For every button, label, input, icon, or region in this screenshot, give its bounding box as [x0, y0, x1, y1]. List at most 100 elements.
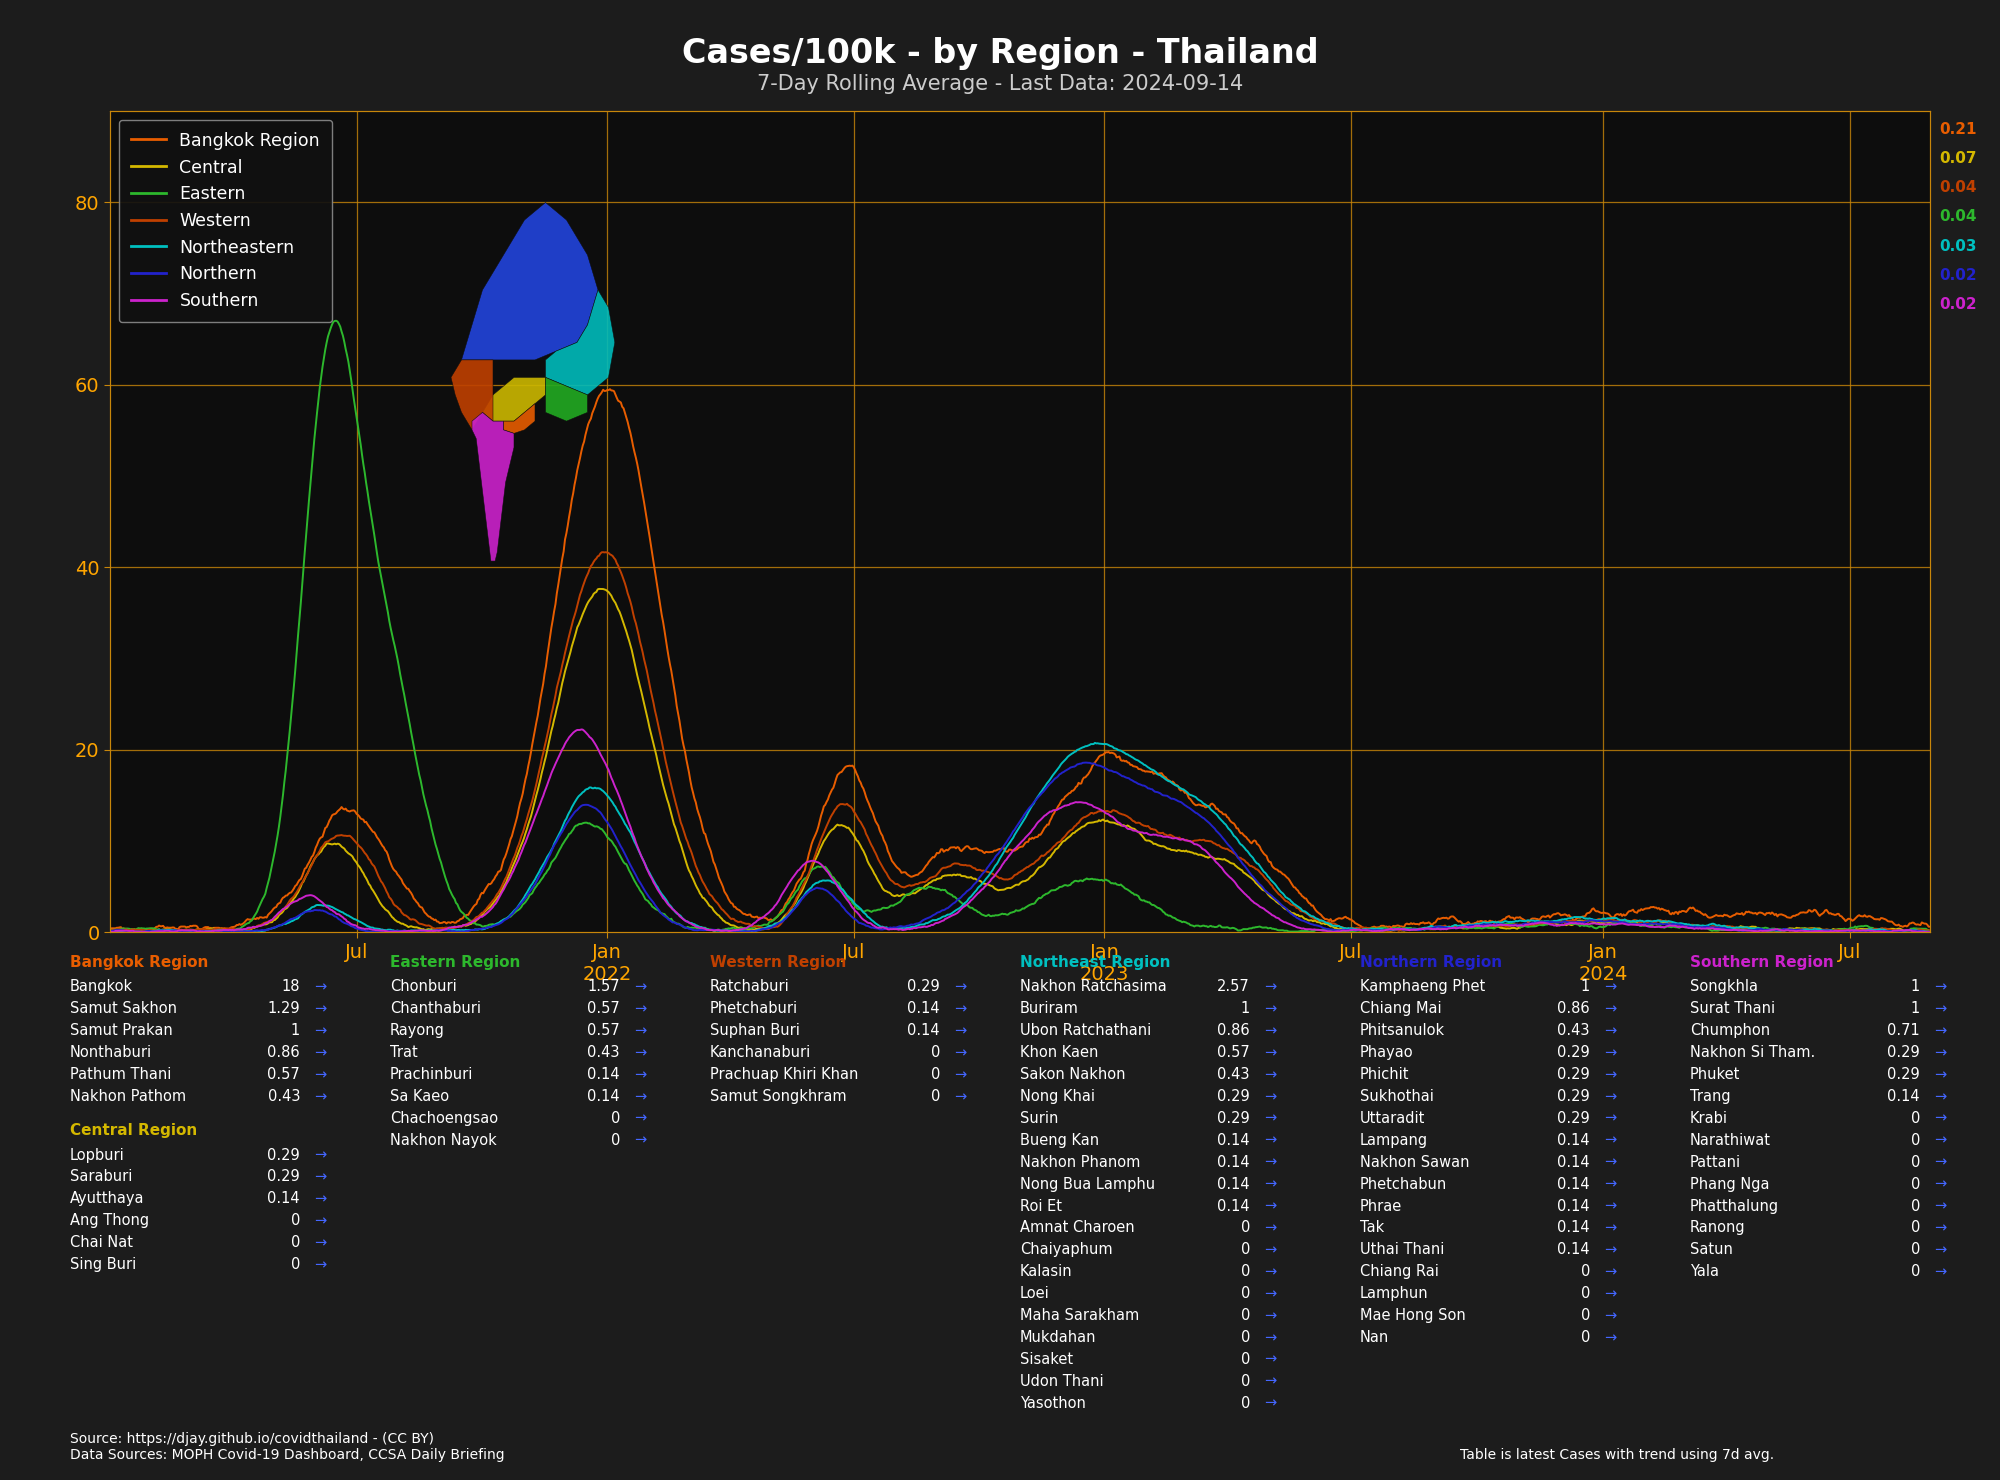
Text: →: →: [1264, 1396, 1276, 1410]
Text: 0.29: 0.29: [1888, 1045, 1920, 1060]
Text: 0: 0: [1240, 1331, 1250, 1345]
Text: →: →: [1934, 1132, 1946, 1148]
Text: 0.14: 0.14: [1218, 1154, 1250, 1169]
Eastern: [1694, 919, 1718, 937]
Central: [562, 633, 586, 651]
Text: →: →: [314, 1067, 326, 1082]
Text: Khon Kaen: Khon Kaen: [1020, 1045, 1098, 1060]
Text: 0: 0: [1240, 1264, 1250, 1279]
Text: 1: 1: [1240, 1002, 1250, 1017]
Text: 0.03: 0.03: [1940, 238, 1976, 253]
Text: 0.29: 0.29: [1558, 1045, 1590, 1060]
Northeastern: [1826, 922, 1850, 940]
Text: Ayutthaya: Ayutthaya: [70, 1191, 144, 1206]
Text: 0.29: 0.29: [1558, 1111, 1590, 1126]
Southern: [562, 722, 586, 740]
Text: →: →: [1604, 1154, 1616, 1169]
Text: 0.14: 0.14: [268, 1191, 300, 1206]
Text: →: →: [1934, 1111, 1946, 1126]
Text: →: →: [1264, 1132, 1276, 1148]
Text: Phetchabun: Phetchabun: [1360, 1177, 1448, 1191]
Text: Bueng Kan: Bueng Kan: [1020, 1132, 1100, 1148]
Text: 1: 1: [1910, 1002, 1920, 1017]
Text: 0.43: 0.43: [588, 1045, 620, 1060]
Text: Amnat Charoen: Amnat Charoen: [1020, 1221, 1134, 1236]
Text: Lopburi: Lopburi: [70, 1147, 124, 1163]
Text: →: →: [1264, 1045, 1276, 1060]
Text: Narathiwat: Narathiwat: [1690, 1132, 1772, 1148]
Text: →: →: [1604, 1002, 1616, 1017]
Text: 0.04: 0.04: [1940, 181, 1976, 195]
Text: →: →: [1604, 1286, 1616, 1301]
Text: →: →: [1264, 1111, 1276, 1126]
Text: →: →: [1934, 1067, 1946, 1082]
Text: 0.43: 0.43: [268, 1089, 300, 1104]
Central: [1694, 918, 1718, 935]
Text: →: →: [1264, 1221, 1276, 1236]
Eastern: [1590, 918, 1614, 935]
Text: →: →: [1934, 1199, 1946, 1214]
Text: 0.14: 0.14: [908, 1023, 940, 1039]
Text: Phetchaburi: Phetchaburi: [710, 1002, 798, 1017]
Text: Chiang Mai: Chiang Mai: [1360, 1002, 1442, 1017]
Central: [1122, 820, 1146, 838]
Legend: Bangkok Region, Central, Eastern, Western, Northeastern, Northern, Southern: Bangkok Region, Central, Eastern, Wester…: [118, 120, 332, 323]
Text: 0.43: 0.43: [1558, 1023, 1590, 1039]
Western: [1824, 922, 1848, 940]
Bangkok Region: [1122, 758, 1146, 776]
Southern: [1736, 922, 1760, 940]
Text: 0.14: 0.14: [1218, 1177, 1250, 1191]
Text: Phayao: Phayao: [1360, 1045, 1414, 1060]
Bangkok Region: [1736, 903, 1760, 921]
Eastern: [1122, 885, 1146, 903]
Text: Tak: Tak: [1360, 1221, 1384, 1236]
Text: 0: 0: [290, 1257, 300, 1273]
Text: →: →: [954, 1067, 966, 1082]
Text: →: →: [314, 1257, 326, 1273]
Southern: [570, 721, 594, 739]
Southern: [1694, 919, 1718, 937]
Text: 0: 0: [1910, 1242, 1920, 1258]
Text: Kamphaeng Phet: Kamphaeng Phet: [1360, 980, 1486, 995]
Text: Chonburi: Chonburi: [390, 980, 456, 995]
Western: [592, 543, 616, 561]
Text: Udon Thani: Udon Thani: [1020, 1373, 1104, 1388]
Text: Pattani: Pattani: [1690, 1154, 1742, 1169]
Southern: [1122, 821, 1146, 839]
Text: Loei: Loei: [1020, 1286, 1050, 1301]
Text: Sisaket: Sisaket: [1020, 1351, 1074, 1368]
Text: Nakhon Ratchasima: Nakhon Ratchasima: [1020, 980, 1166, 995]
Text: →: →: [1604, 1308, 1616, 1323]
Text: →: →: [1264, 1089, 1276, 1104]
Text: Sing Buri: Sing Buri: [70, 1257, 136, 1273]
Southern: [138, 924, 162, 941]
Central: [1588, 915, 1612, 932]
Central: [98, 924, 122, 941]
Text: 18: 18: [282, 980, 300, 995]
Text: Surin: Surin: [1020, 1111, 1058, 1126]
Text: 7-Day Rolling Average - Last Data: 2024-09-14: 7-Day Rolling Average - Last Data: 2024-…: [756, 74, 1244, 95]
Text: 0.14: 0.14: [1888, 1089, 1920, 1104]
Text: Nakhon Si Tham.: Nakhon Si Tham.: [1690, 1045, 1816, 1060]
Text: 0.14: 0.14: [1218, 1199, 1250, 1214]
Text: 0: 0: [1240, 1242, 1250, 1258]
Text: →: →: [634, 1111, 646, 1126]
Text: 0: 0: [290, 1236, 300, 1251]
Northeastern: [1082, 734, 1106, 752]
Polygon shape: [472, 413, 514, 561]
Polygon shape: [482, 377, 546, 422]
Text: Southern Region: Southern Region: [1690, 955, 1834, 969]
Text: Phichit: Phichit: [1360, 1067, 1410, 1082]
Text: 0.14: 0.14: [1218, 1132, 1250, 1148]
Text: Trat: Trat: [390, 1045, 418, 1060]
Text: →: →: [1934, 980, 1946, 995]
Text: 0.29: 0.29: [1558, 1067, 1590, 1082]
Western: [1122, 813, 1146, 830]
Text: Samut Prakan: Samut Prakan: [70, 1023, 172, 1039]
Text: 0: 0: [1240, 1221, 1250, 1236]
Text: 0.57: 0.57: [268, 1067, 300, 1082]
Text: 0.29: 0.29: [1218, 1111, 1250, 1126]
Text: Bangkok: Bangkok: [70, 980, 134, 995]
Text: Nong Bua Lamphu: Nong Bua Lamphu: [1020, 1177, 1156, 1191]
Western: [562, 611, 586, 629]
